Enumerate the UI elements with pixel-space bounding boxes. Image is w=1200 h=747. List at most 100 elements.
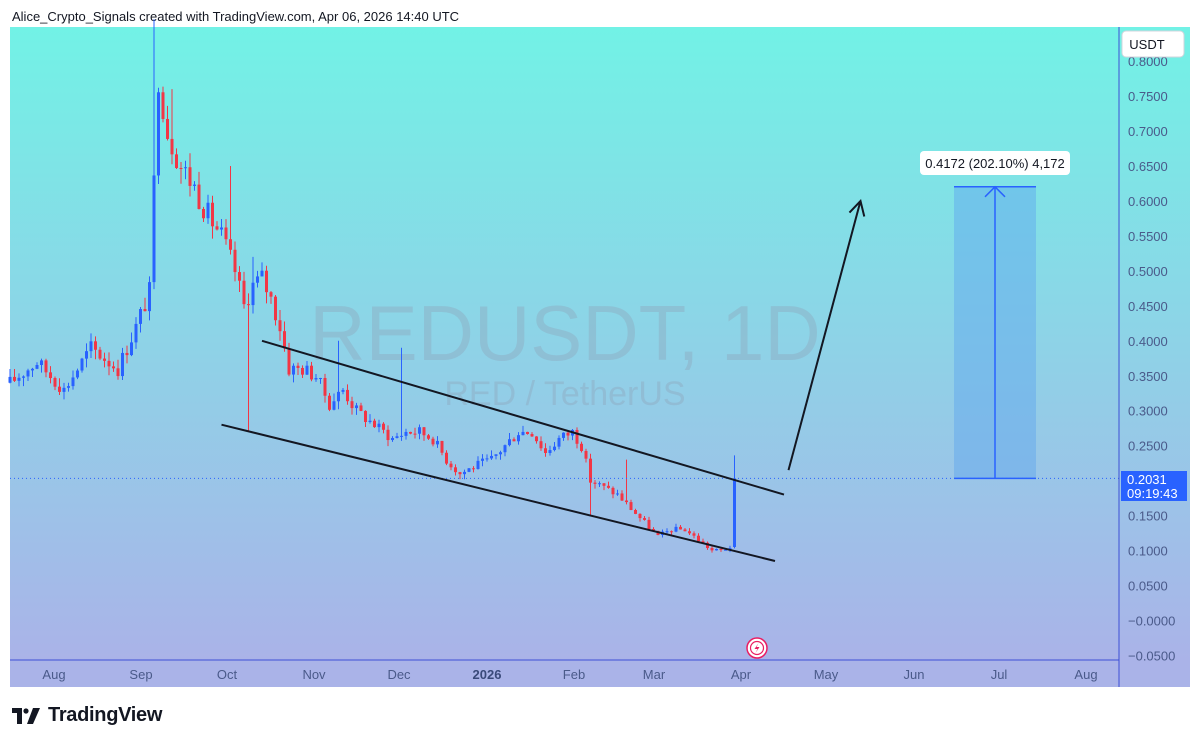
candle-body: [692, 533, 696, 536]
candle-body: [310, 365, 313, 380]
candle-body: [44, 360, 48, 373]
candle-body: [575, 429, 579, 444]
time-tick-label: Aug: [1074, 667, 1097, 682]
candle-body: [341, 389, 345, 392]
candle-body: [13, 376, 16, 381]
candle-body: [710, 548, 714, 551]
candle-body: [494, 454, 498, 456]
candle-body: [94, 341, 97, 350]
candle-body: [152, 175, 156, 283]
candle-body: [184, 167, 187, 169]
candle-body: [557, 437, 561, 447]
candle-body: [368, 420, 372, 423]
candle-body: [31, 368, 34, 371]
candle-body: [418, 427, 421, 434]
current-price-value: 0.2031: [1127, 472, 1167, 487]
watermark-description: RED / TetherUS: [444, 375, 685, 413]
time-tick-label: Aug: [42, 667, 65, 682]
candle-body: [265, 270, 268, 293]
candle-body: [76, 370, 79, 378]
time-tick-label: Jul: [991, 667, 1008, 682]
candle-body: [274, 296, 277, 321]
price-scale-background: [1119, 27, 1190, 660]
candle-body: [251, 282, 255, 306]
candle-body: [319, 377, 322, 379]
candle-body: [377, 423, 381, 428]
candle-body: [634, 510, 637, 514]
drawings-layer[interactable]: [10, 185, 1119, 562]
price-scale[interactable]: 0.8000 0.7500 0.7000 0.6500 0.6000 0.5500 0.50…: [1128, 54, 1175, 663]
tradingview-logo[interactable]: TradingView: [12, 704, 162, 727]
candle-body: [134, 323, 138, 343]
candle-body: [364, 410, 367, 423]
candle-body: [130, 342, 133, 356]
price-tick-label: 0.8000: [1128, 54, 1168, 69]
price-tick-label: 0.3000: [1128, 404, 1168, 419]
candle-body: [593, 482, 597, 484]
candle-body: [206, 202, 210, 219]
tradingview-brand: TradingView: [48, 704, 163, 726]
price-tick-label: 0.0500: [1128, 578, 1168, 593]
candle-body: [373, 420, 376, 428]
chart-credit: Alice_Crypto_Signals created with Tradin…: [12, 9, 460, 24]
candle-body: [683, 529, 687, 532]
price-tick-label: −0.0500: [1128, 648, 1175, 663]
lower-trendline[interactable]: [221, 423, 776, 562]
candle-body: [391, 437, 394, 441]
price-tick-label: 0.5000: [1128, 264, 1168, 279]
candle-body: [584, 450, 588, 459]
candle-body: [481, 458, 484, 461]
price-tick-label: 0.1000: [1128, 544, 1168, 559]
candle-body: [733, 478, 736, 548]
candle-body: [85, 351, 88, 359]
candle-body: [175, 154, 178, 169]
candle-body: [679, 526, 682, 530]
candle-body: [112, 366, 115, 369]
time-tick-label: Sep: [129, 667, 152, 682]
candle-body: [472, 468, 475, 470]
candle-body: [350, 401, 354, 409]
candle-body: [211, 202, 214, 227]
candle-body: [395, 436, 399, 438]
candle-body: [67, 386, 70, 388]
time-scale[interactable]: Aug Sep Oct Nov Dec 2026 Feb Mar Apr May Jun Jul Aug: [42, 667, 1097, 682]
candle-body: [454, 467, 457, 473]
candle-body: [638, 513, 642, 519]
time-tick-label: 2026: [473, 667, 502, 682]
candle-body: [499, 452, 502, 455]
currency-unit-box[interactable]: USDT: [1121, 30, 1185, 58]
time-tick-label: Mar: [643, 667, 666, 682]
upper-trendline[interactable]: [261, 339, 785, 496]
candle-body: [476, 460, 480, 469]
candle-body: [607, 485, 610, 488]
candle-body: [719, 548, 723, 550]
target-arrow-line[interactable]: [787, 200, 862, 471]
currency-unit-label: USDT: [1129, 37, 1164, 52]
candle-body: [161, 92, 165, 119]
candle-body: [548, 450, 552, 453]
candle-body: [355, 405, 358, 409]
price-tick-label: 0.4000: [1128, 334, 1168, 349]
measure-label: 0.4172 (202.10%) 4,172: [925, 156, 1065, 171]
candle-body: [647, 519, 651, 530]
candle-body: [386, 429, 390, 441]
candle-body: [440, 440, 444, 453]
candle-body: [98, 349, 102, 359]
candle-body: [40, 360, 43, 366]
replay-icon[interactable]: [746, 637, 768, 659]
candle-body: [589, 458, 592, 483]
candle-body: [652, 529, 655, 531]
candle-body: [337, 391, 340, 402]
price-tick-label: 0.3500: [1128, 369, 1168, 384]
time-tick-label: Jun: [904, 667, 925, 682]
candle-body: [224, 227, 228, 240]
candle-body: [287, 348, 291, 375]
candle-body: [107, 360, 111, 367]
time-tick-label: Apr: [731, 667, 752, 682]
candle-body: [724, 549, 727, 551]
candle-body: [323, 377, 327, 396]
measure-arrow-head: [984, 185, 1006, 198]
candle-body: [400, 435, 403, 437]
candle-body: [706, 542, 709, 549]
